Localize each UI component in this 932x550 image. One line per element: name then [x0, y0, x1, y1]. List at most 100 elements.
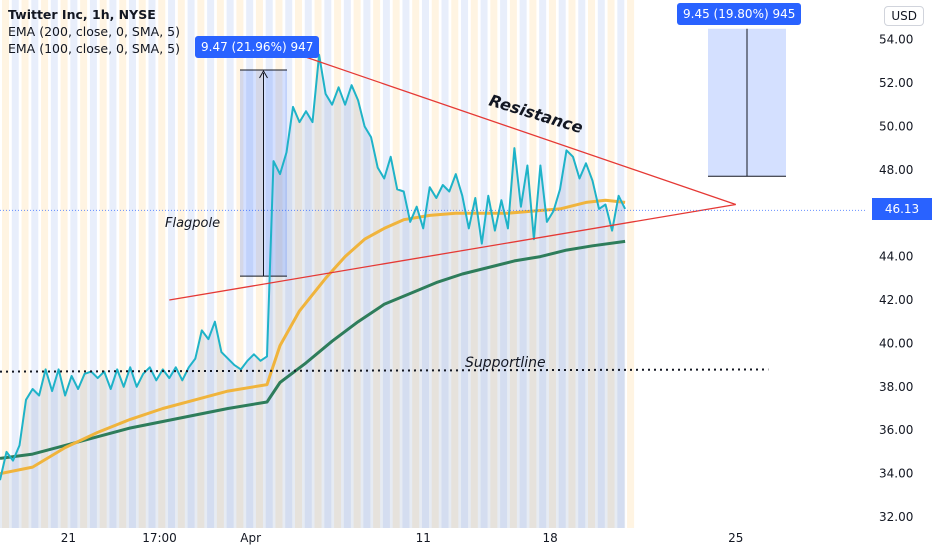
session-band [2, 0, 9, 528]
y-tick-label: 54.00 [879, 33, 913, 47]
support-trendline [169, 203, 736, 301]
session-band [509, 0, 517, 528]
session-band [295, 0, 303, 528]
session-band [490, 0, 498, 528]
session-band [529, 0, 537, 528]
x-tick-label: 17:00 [142, 531, 177, 545]
ema-green-line [0, 239, 626, 460]
price-series-line [0, 53, 626, 481]
session-band [431, 0, 439, 528]
x-tick-label: Apr [240, 531, 261, 545]
y-axis-background [866, 0, 932, 550]
x-axis: 21 17:00 Apr 11 18 25 [0, 528, 932, 550]
current-price-label: 46.13 [872, 198, 932, 220]
session-band [412, 0, 420, 528]
trendlines [0, 47, 866, 373]
session-band [607, 0, 615, 528]
resistance-line [279, 47, 736, 206]
flagpole-label: Flagpole [165, 216, 220, 231]
y-tick-label: 42.00 [879, 293, 913, 307]
session-band [187, 0, 195, 528]
session-band [246, 0, 254, 528]
session-band [128, 0, 136, 528]
session-band [461, 0, 469, 528]
y-tick-label: 44.00 [879, 250, 913, 264]
session-band [80, 0, 88, 528]
session-band [373, 0, 381, 528]
session-band [617, 0, 625, 528]
session-band [314, 0, 322, 528]
session-band [588, 0, 596, 528]
session-band [207, 0, 215, 528]
session-band [177, 0, 185, 528]
session-band [70, 0, 78, 528]
y-tick-label: 40.00 [879, 336, 913, 350]
session-band [285, 0, 293, 528]
ema100-legend: EMA (100, close, 0, SMA, 5) [8, 41, 180, 56]
session-band [119, 0, 127, 528]
session-band [255, 0, 263, 528]
session-band [324, 0, 332, 528]
measure-rectangles [240, 28, 786, 277]
x-tick-label: 11 [416, 531, 431, 545]
y-tick-label: 36.00 [879, 423, 913, 437]
session-band [197, 0, 205, 528]
ema-lines [0, 198, 626, 476]
session-band [31, 0, 39, 528]
session-band [158, 0, 166, 528]
session-band [168, 0, 176, 528]
session-band [363, 0, 371, 528]
ema-orange-line [0, 198, 626, 476]
y-tick-label: 48.00 [879, 163, 913, 177]
projection-measure-badge: 9.45 (19.80%) 945 [677, 3, 802, 25]
session-bands [2, 0, 635, 528]
session-band [138, 0, 146, 528]
session-band [568, 0, 576, 528]
session-band [304, 0, 312, 528]
y-tick-label: 52.00 [879, 76, 913, 90]
session-band [21, 0, 29, 528]
x-tick-label: 18 [543, 531, 558, 545]
session-band [11, 0, 19, 528]
y-tick-label: 34.00 [879, 467, 913, 481]
session-band [148, 0, 156, 528]
x-tick-label: 25 [728, 531, 743, 545]
session-band [451, 0, 459, 528]
session-band [89, 0, 97, 528]
session-band [402, 0, 410, 528]
flagpole-measure-badge: 9.47 (21.96%) 947 [195, 36, 320, 58]
y-tick-label: 32.00 [879, 510, 913, 524]
session-band [41, 0, 49, 528]
y-axis: 32.0034.0036.0038.0040.0042.0044.0046.00… [866, 0, 932, 550]
session-band [99, 0, 107, 528]
session-band [421, 0, 429, 528]
symbol-title: Twitter Inc, 1h, NYSE [8, 7, 156, 22]
session-band [343, 0, 351, 528]
session-band [480, 0, 488, 528]
flagpole-arrowhead [259, 69, 268, 79]
supportline-label: Supportline [465, 355, 546, 371]
session-band [60, 0, 68, 528]
session-band [539, 0, 547, 528]
session-band [470, 0, 478, 528]
session-band [392, 0, 400, 528]
session-band [216, 0, 224, 528]
session-band [627, 0, 635, 528]
currency-button[interactable]: USD [884, 6, 924, 26]
session-band [548, 0, 556, 528]
session-band [275, 0, 283, 528]
supportline [0, 368, 769, 373]
price-line [0, 53, 626, 481]
session-band [109, 0, 117, 528]
session-band [226, 0, 234, 528]
ema200-legend: EMA (200, close, 0, SMA, 5) [8, 24, 180, 39]
session-band [50, 0, 58, 528]
y-tick-label: 38.00 [879, 380, 913, 394]
session-band [597, 0, 605, 528]
session-band [236, 0, 244, 528]
x-tick-label: 21 [61, 531, 76, 545]
session-band [353, 0, 361, 528]
y-tick-label: 50.00 [879, 119, 913, 133]
x-axis-background [0, 528, 932, 550]
